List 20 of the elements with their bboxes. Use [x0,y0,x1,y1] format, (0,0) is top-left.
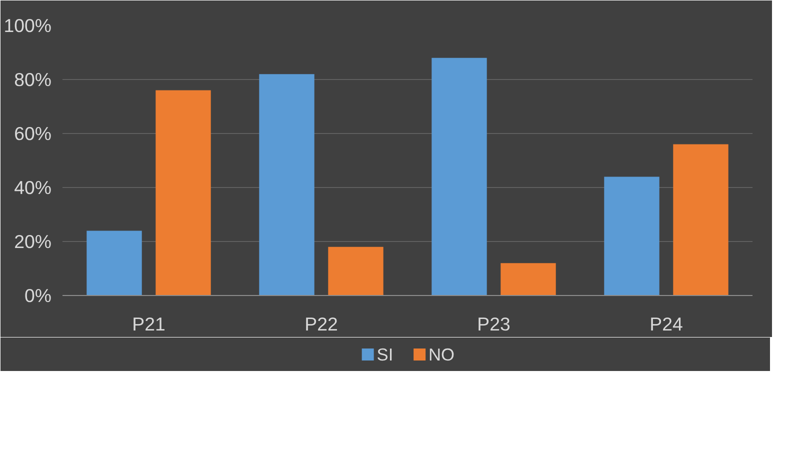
bar [500,263,556,296]
x-tick-label: P24 [650,314,683,334]
y-tick-label: 60% [14,123,52,144]
y-tick-label: 40% [14,177,52,198]
y-tick-label: 20% [14,231,52,252]
y-tick-label: 80% [14,69,52,90]
legend-label: SI [376,344,394,364]
x-tick-label: P23 [477,314,510,334]
y-tick-label: 0% [24,285,52,306]
bar [156,90,211,296]
bar [432,58,487,296]
x-tick-label: P22 [304,314,338,334]
y-tick-label: 100% [4,15,52,36]
bar [604,176,660,296]
bar [86,230,142,296]
legend-label: NO [428,344,455,364]
bar [673,144,728,296]
bar [259,74,314,296]
bar [328,246,384,296]
x-tick-label: P21 [132,314,166,334]
